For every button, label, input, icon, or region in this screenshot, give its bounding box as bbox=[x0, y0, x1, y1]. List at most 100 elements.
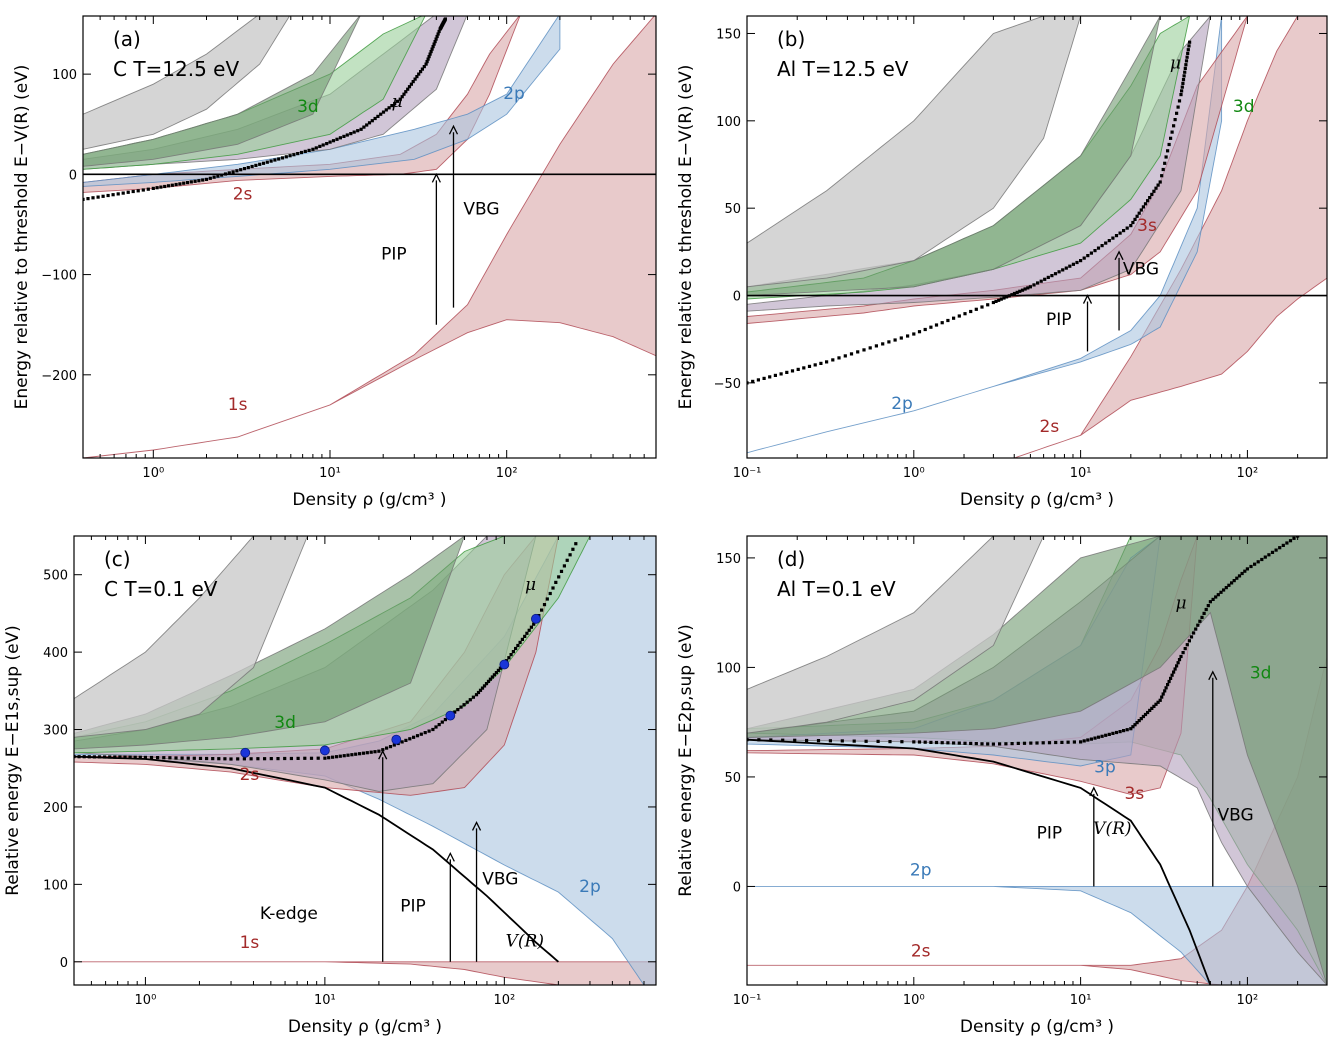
mu-point bbox=[456, 708, 460, 712]
x-axis-label: Density ρ (g/cm³ ) bbox=[288, 1017, 442, 1037]
mu-point bbox=[185, 181, 190, 185]
mu-point bbox=[1222, 588, 1226, 592]
mu-point bbox=[1035, 741, 1039, 745]
mu-point bbox=[1104, 733, 1108, 737]
mu-point bbox=[249, 757, 253, 761]
mu-point bbox=[1053, 272, 1058, 276]
mu-point bbox=[82, 755, 86, 759]
mu-point bbox=[299, 150, 304, 155]
band-label-μ: μ bbox=[525, 575, 536, 595]
panel-title: C T=12.5 eV bbox=[113, 57, 239, 81]
mu-point bbox=[1156, 183, 1160, 187]
mu-point bbox=[807, 364, 812, 368]
plot-area: PIP VBG 2s 2p 3s 3d μ bbox=[747, 16, 1327, 458]
mu-point bbox=[284, 155, 288, 159]
mu-point bbox=[223, 172, 228, 176]
mu-point bbox=[1057, 270, 1061, 274]
mu-point bbox=[1068, 264, 1072, 268]
mu-point bbox=[1010, 742, 1014, 746]
mu-point bbox=[1066, 740, 1070, 744]
mu-point bbox=[1139, 717, 1143, 721]
axes-frame bbox=[82, 15, 657, 459]
mu-point bbox=[1156, 700, 1160, 704]
mu-point bbox=[1245, 567, 1249, 571]
mu-point bbox=[828, 739, 832, 743]
mu-point bbox=[974, 307, 978, 311]
mu-point bbox=[888, 740, 892, 744]
mu-point bbox=[881, 342, 885, 346]
mu-point bbox=[840, 739, 844, 743]
mu-point bbox=[431, 727, 435, 732]
mu-point bbox=[419, 732, 423, 736]
panel-label: (b) bbox=[777, 27, 805, 51]
mu-point bbox=[162, 756, 166, 760]
mu-point bbox=[1230, 581, 1234, 585]
mu-point bbox=[1182, 74, 1186, 78]
mu-point bbox=[1047, 741, 1052, 745]
mu-point bbox=[934, 323, 939, 327]
mu-point bbox=[837, 356, 841, 360]
mu-point bbox=[296, 152, 300, 156]
mu-point bbox=[373, 116, 377, 121]
mu-point bbox=[1181, 78, 1186, 82]
mu-point bbox=[1181, 651, 1185, 655]
mu-point bbox=[1150, 192, 1154, 196]
mu-point bbox=[1131, 220, 1135, 225]
mu-point bbox=[917, 330, 922, 334]
mu-point bbox=[1060, 740, 1064, 744]
band-2p bbox=[747, 885, 1327, 985]
mu-point bbox=[242, 757, 246, 761]
mu-point bbox=[361, 751, 366, 755]
band-label-2s: 2s bbox=[240, 765, 260, 785]
mu-dotted-curve bbox=[74, 542, 578, 761]
mu-point bbox=[254, 163, 258, 167]
mu-point bbox=[514, 646, 518, 651]
axes-frame bbox=[73, 535, 657, 986]
mu-point bbox=[1285, 541, 1289, 545]
mu-point bbox=[314, 146, 318, 150]
mu-point bbox=[1173, 118, 1177, 122]
panel-d-chart: PIP VBG 2s 2p 3p 3s 3d μ V(R) 10⁻¹ 10⁰ 10¹ 10² 0 50 100… bbox=[676, 535, 1328, 1037]
mu-point bbox=[963, 741, 967, 745]
mu-point bbox=[256, 757, 260, 761]
mu-point bbox=[1292, 536, 1296, 540]
mu-point bbox=[412, 735, 416, 739]
mu-point bbox=[1043, 277, 1047, 281]
mu-point bbox=[318, 144, 322, 148]
mu-point bbox=[419, 70, 423, 74]
mu-point bbox=[496, 668, 500, 672]
mu-point bbox=[929, 325, 933, 329]
mu-point bbox=[316, 756, 320, 760]
mu-point bbox=[427, 729, 431, 733]
mu-point bbox=[518, 640, 522, 644]
mu-point bbox=[876, 739, 880, 743]
mu-point bbox=[1141, 205, 1145, 209]
mu-point bbox=[422, 65, 426, 69]
mu-point bbox=[307, 148, 311, 152]
band-1s bbox=[83, 16, 656, 458]
mu-point bbox=[1002, 296, 1006, 300]
mu-dotted-curve bbox=[83, 17, 447, 201]
mu-point bbox=[1163, 689, 1167, 693]
mu-point bbox=[779, 372, 783, 376]
mu-point bbox=[488, 677, 492, 681]
mu-point bbox=[906, 334, 910, 338]
mu-point bbox=[1179, 654, 1183, 659]
mu-point bbox=[1114, 730, 1119, 735]
mu-point bbox=[1198, 619, 1202, 623]
mu-point bbox=[432, 42, 436, 46]
mu-point bbox=[387, 106, 391, 110]
band-label-2s: 2s bbox=[233, 184, 253, 204]
mu-point bbox=[751, 379, 755, 383]
x-tick-label: 10⁻¹ bbox=[733, 993, 762, 1008]
band-4p bbox=[747, 536, 1327, 985]
mu-point bbox=[557, 575, 561, 579]
mu-point bbox=[1016, 741, 1020, 745]
mu-point bbox=[1114, 234, 1119, 238]
mu-point bbox=[1175, 664, 1179, 668]
mu-point bbox=[912, 332, 916, 336]
mu-point bbox=[986, 742, 990, 746]
mu-point bbox=[1263, 555, 1267, 559]
mu-point bbox=[289, 756, 293, 761]
mu-point bbox=[1148, 196, 1152, 200]
